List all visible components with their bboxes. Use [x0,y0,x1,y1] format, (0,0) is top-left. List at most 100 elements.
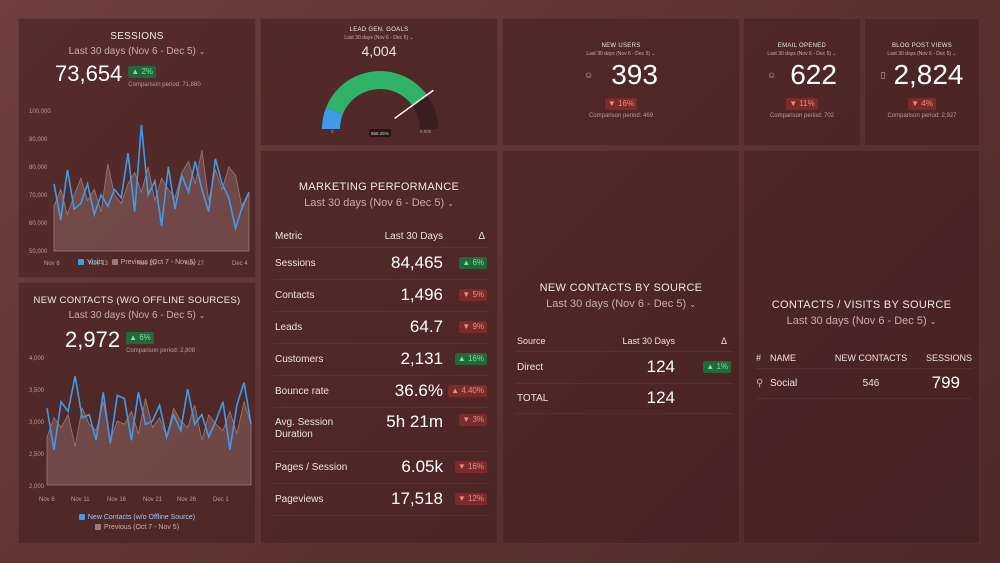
marketing-range-dropdown[interactable]: Last 30 days (Nov 6 - Dec 5) ⌄ [261,197,497,209]
source-label: Direct [515,351,605,384]
table-row: Customers 2,131 ▲ 16% [273,343,489,376]
x-tick: Nov 27 [185,261,205,267]
metric-label: Avg. Session Duration [273,407,363,452]
row-sessions: 799 [914,368,972,399]
new-contacts-title: NEW CONTACTS (W/O OFFLINE SOURCES) [33,295,241,306]
chevron-down-icon: ⌄ [198,47,206,56]
metric-value: 6.05k [363,451,443,484]
legend-previous-label: Previous (Oct 7 - Nov 5) [103,524,180,531]
metric-value: 64.7 [363,311,443,344]
lead-gen-title: LEAD GEN. GOALS [349,27,409,33]
blog-views-range-dropdown[interactable]: Last 30 days (Nov 6 - Dec 5) ⌄ [887,51,957,57]
col-period: Last 30 Days [605,331,675,352]
x-tick: Nov 26 [177,497,197,503]
contacts-by-source-card: NEW CONTACTS BY SOURCE Last 30 days (Nov… [502,150,740,544]
legend-new-contacts-label: New Contacts (w/o Offline Source) [87,514,196,521]
metric-label: Pages / Session [273,451,363,484]
contacts-by-source-range-dropdown[interactable]: Last 30 days (Nov 6 - Dec 5) ⌄ [503,298,739,310]
gauge-target: 658.25% [371,131,389,136]
new-users-range-dropdown[interactable]: Last 30 days (Nov 6 - Dec 5) ⌄ [586,51,656,57]
email-opened-value: 622 [790,59,837,90]
table-header: Source Last 30 Days Δ [515,331,733,352]
row-name: Social [770,368,828,399]
sessions-change-badge: ▲ 2% [128,66,156,78]
checkbox-icon [78,259,85,266]
metric-label: Customers [273,343,363,376]
x-tick: Dec 4 [232,261,248,267]
metric-value: 17,518 [363,483,443,516]
sessions-value: 73,654 [55,61,123,86]
lead-gen-gauge: 0 5,000 658.25% [322,71,438,137]
legend-visits[interactable]: Visits [78,259,104,266]
metric-change: ▲ 16% [454,353,487,365]
col-metric: Metric [273,227,363,248]
sessions-legend: Visits Previous (Oct 7 - Nov 5) [19,259,255,266]
visits-by-source-table: # NAME NEW CONTACTS SESSIONS ⚲ Social 54… [756,348,972,399]
checkbox-icon [78,514,85,521]
y-tick: 90,000 [29,137,48,143]
gauge-max: 5,000 [420,129,432,134]
legend-new-contacts[interactable]: New Contacts (w/o Offline Source) [19,513,255,523]
new-users-change-badge: ▼ 16% [604,98,638,110]
x-tick: Dec 1 [213,497,229,503]
col-hash: # [756,348,770,369]
y-tick: 50,000 [29,249,48,255]
y-tick: 2,000 [29,484,45,490]
metric-label: Leads [273,311,363,344]
legend-previous[interactable]: Previous (Oct 7 - Nov 5) [19,523,255,533]
new-contacts-range-dropdown[interactable]: Last 30 days (Nov 6 - Dec 5) ⌄ [19,310,255,321]
metric-value: 2,131 [363,343,443,376]
new-contacts-card: NEW CONTACTS (W/O OFFLINE SOURCES) Last … [18,282,256,544]
visits-by-source-range-dropdown[interactable]: Last 30 days (Nov 6 - Dec 5) ⌄ [744,315,979,327]
col-period: Last 30 Days [363,227,443,248]
x-tick: Nov 11 [71,497,90,503]
table-total-row: TOTAL 124 [515,383,733,414]
marketing-table: Metric Last 30 Days Δ Sessions 84,465 ▲ … [273,227,489,516]
sessions-chart: 100,000 90,000 80,000 70,000 60,000 50,0… [29,109,250,255]
lead-gen-range-dropdown[interactable]: Last 30 days (Nov 6 - Dec 5) ⌄ [344,35,414,41]
contacts-by-source-range: Last 30 days (Nov 6 - Dec 5) [546,298,687,310]
x-tick: Nov 21 [143,497,163,503]
table-row: Direct 124 ▲ 1% [515,351,733,384]
new-contacts-value: 2,972 [65,327,121,352]
table-row: Avg. Session Duration 5h 21m ▼ 3% [273,407,489,452]
metric-change: ▼ 12% [454,493,487,505]
sessions-visits-line [53,124,250,232]
new-contacts-legend: New Contacts (w/o Offline Source) Previo… [19,513,255,533]
x-tick: Nov 16 [107,497,127,503]
y-tick: 3,500 [29,388,45,394]
blog-views-value: 2,824 [893,59,964,90]
email-opened-range-dropdown[interactable]: Last 30 days (Nov 6 - Dec 5) ⌄ [767,51,837,57]
new-contacts-previous-area [46,398,252,486]
gauge-min: 0 [331,129,334,134]
source-change: ▲ 1% [703,361,731,373]
metric-change: ▼ 3% [459,413,487,426]
col-delta: Δ [443,227,489,248]
legend-previous[interactable]: Previous (Oct 7 - Nov 5) [111,259,196,266]
lead-gen-range: Last 30 days (Nov 6 - Dec 5) [344,35,409,41]
col-sessions: SESSIONS [914,348,972,369]
blog-views-change-badge: ▼ 4% [908,98,936,110]
sessions-comparison: Comparison period: 71,880 [128,82,201,88]
table-header: Metric Last 30 Days Δ [273,227,489,248]
sessions-range-dropdown[interactable]: Last 30 days (Nov 6 - Dec 5) ⌄ [19,46,255,57]
visits-by-source-card: CONTACTS / VISITS BY SOURCE Last 30 days… [743,150,980,544]
blog-views-range: Last 30 days (Nov 6 - Dec 5) [887,51,952,57]
marketing-range: Last 30 days (Nov 6 - Dec 5) [304,197,445,209]
gauge-target-box [369,129,391,137]
chevron-down-icon: ⌄ [929,317,937,326]
visits-by-source-range: Last 30 days (Nov 6 - Dec 5) [786,315,927,327]
source-value: 124 [605,351,675,384]
checkbox-icon [111,259,118,266]
metric-value: 5h 21m [363,407,443,452]
email-opened-change-badge: ▼ 11% [786,98,818,110]
table-row: Pages / Session 6.05k ▼ 16% [273,451,489,484]
gauge-fill-low [322,107,343,129]
new-users-comparison: Comparison period: 469 [588,113,654,119]
metric-value: 36.6% [363,375,443,408]
y-tick: 2,500 [29,452,45,458]
gauge-fill [326,71,427,115]
user-icon: ☺ [767,70,777,80]
new-users-title: NEW USERS [601,43,641,49]
y-tick: 60,000 [29,221,48,227]
